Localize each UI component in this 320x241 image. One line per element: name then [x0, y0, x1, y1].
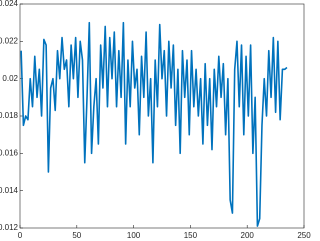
y-tick-label: 0.014	[0, 186, 19, 195]
y-tick-label: 0.012	[0, 223, 19, 232]
y-tick-label: 0.018	[0, 111, 19, 120]
y-tick-label: 0.024	[0, 0, 19, 8]
y-tick-label: 0.022	[0, 36, 19, 45]
y-tick-label: 0.02	[2, 74, 18, 83]
x-tick-label: 100	[127, 231, 141, 240]
x-tick-label: 150	[184, 231, 198, 240]
x-tick-label: 0	[18, 231, 23, 240]
x-tick-label: 200	[241, 231, 255, 240]
x-tick-label: 50	[72, 231, 81, 240]
x-tick-label: 250	[297, 231, 311, 240]
y-tick-label: 0.016	[0, 148, 19, 157]
chart: 0 50 100 150 200 250 0.012 0.014 0.016 0.018 0.02 0…	[0, 0, 311, 240]
data-line	[20, 21, 288, 227]
